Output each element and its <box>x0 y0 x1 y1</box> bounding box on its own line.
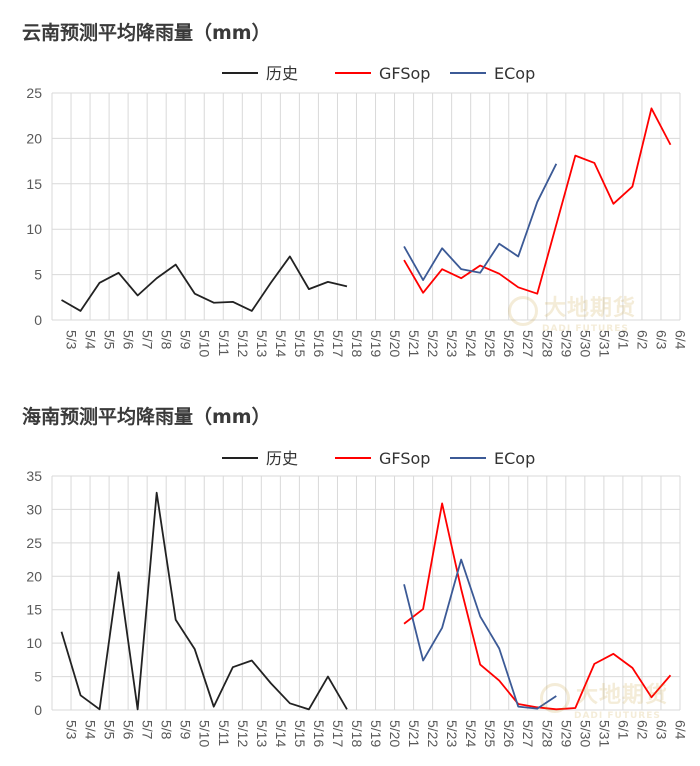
x-tick-label: 5/16 <box>311 720 327 747</box>
y-tick-label: 0 <box>34 312 42 328</box>
x-tick-label: 5/30 <box>577 720 593 747</box>
x-tick-label: 5/20 <box>387 330 403 357</box>
x-tick-label: 5/9 <box>178 330 194 350</box>
legend-label: GFSop <box>379 449 430 468</box>
x-tick-label: 5/7 <box>140 330 156 350</box>
x-tick-label: 5/4 <box>83 720 99 740</box>
y-tick-label: 25 <box>26 85 42 101</box>
x-tick-label: 5/15 <box>292 720 308 747</box>
x-tick-label: 5/18 <box>349 720 365 747</box>
x-tick-label: 5/6 <box>121 720 137 740</box>
series-line-历史 <box>61 255 348 312</box>
series-line-ECop <box>403 558 557 710</box>
y-tick-label: 20 <box>26 568 42 584</box>
series-line-GFSop <box>403 107 672 295</box>
x-tick-label: 5/21 <box>406 720 422 747</box>
series-line-历史 <box>60 491 348 711</box>
x-tick-label: 5/3 <box>64 720 80 740</box>
x-tick-label: 5/17 <box>330 330 346 357</box>
x-tick-label: 6/2 <box>634 330 650 350</box>
x-tick-label: 5/13 <box>254 720 270 747</box>
x-tick-label: 6/1 <box>615 330 631 350</box>
y-tick-label: 5 <box>34 267 42 283</box>
x-tick-label: 5/23 <box>444 330 460 357</box>
x-tick-label: 6/3 <box>653 720 669 740</box>
legend-label: ECop <box>494 64 535 83</box>
x-tick-label: 5/21 <box>406 330 422 357</box>
x-tick-label: 5/26 <box>501 720 517 747</box>
x-tick-label: 5/14 <box>273 330 289 357</box>
x-tick-label: 5/9 <box>178 720 194 740</box>
y-tick-label: 35 <box>26 468 42 484</box>
x-tick-label: 5/3 <box>64 330 80 350</box>
x-tick-label: 5/31 <box>596 330 612 357</box>
y-tick-label: 30 <box>26 501 42 517</box>
x-tick-label: 5/26 <box>501 330 517 357</box>
x-tick-label: 5/19 <box>368 720 384 747</box>
x-tick-label: 5/24 <box>463 720 479 747</box>
x-tick-label: 5/18 <box>349 330 365 357</box>
x-tick-label: 5/12 <box>235 720 251 747</box>
x-tick-label: 5/29 <box>558 330 574 357</box>
legend-label: 历史 <box>266 449 298 468</box>
y-tick-label: 20 <box>26 130 42 146</box>
x-tick-label: 5/27 <box>520 720 536 747</box>
x-tick-label: 5/16 <box>311 330 327 357</box>
x-tick-label: 5/22 <box>425 330 441 357</box>
x-tick-label: 6/4 <box>672 330 688 350</box>
x-tick-label: 5/11 <box>216 720 232 746</box>
x-tick-label: 5/29 <box>558 720 574 747</box>
x-tick-label: 5/7 <box>140 720 156 740</box>
legend-label: GFSop <box>379 64 430 83</box>
x-tick-label: 5/19 <box>368 330 384 357</box>
x-tick-label: 6/4 <box>672 720 688 740</box>
x-tick-label: 5/4 <box>83 330 99 350</box>
x-tick-label: 5/8 <box>159 330 175 350</box>
x-tick-label: 5/23 <box>444 720 460 747</box>
x-tick-label: 5/5 <box>102 720 118 740</box>
x-tick-label: 5/6 <box>121 330 137 350</box>
x-tick-label: 5/10 <box>197 330 213 357</box>
y-tick-label: 10 <box>26 635 42 651</box>
x-tick-label: 5/24 <box>463 330 479 357</box>
y-tick-label: 5 <box>34 669 42 685</box>
x-tick-label: 5/17 <box>330 720 346 747</box>
y-tick-label: 10 <box>26 221 42 237</box>
chart-title-yunnan: 云南预测平均降雨量（mm） <box>22 22 271 44</box>
y-tick-label: 15 <box>26 176 42 192</box>
series-line-GFSop <box>403 502 672 711</box>
x-tick-label: 5/14 <box>273 720 289 747</box>
x-tick-label: 5/25 <box>482 330 498 357</box>
x-tick-label: 5/13 <box>254 330 270 357</box>
y-tick-label: 15 <box>26 602 42 618</box>
x-tick-label: 6/2 <box>634 720 650 740</box>
x-tick-label: 5/31 <box>596 720 612 747</box>
x-tick-label: 5/25 <box>482 720 498 747</box>
x-tick-label: 5/22 <box>425 720 441 747</box>
y-tick-label: 0 <box>34 702 42 718</box>
y-tick-label: 25 <box>26 535 42 551</box>
series-line-ECop <box>403 163 558 281</box>
x-tick-label: 5/30 <box>577 330 593 357</box>
legend-label: ECop <box>494 449 535 468</box>
x-tick-label: 5/11 <box>216 330 232 356</box>
x-tick-label: 5/20 <box>387 720 403 747</box>
x-tick-label: 5/10 <box>197 720 213 747</box>
x-tick-label: 5/15 <box>292 330 308 357</box>
x-tick-label: 5/5 <box>102 330 118 350</box>
x-tick-label: 5/28 <box>539 720 555 747</box>
x-tick-label: 6/1 <box>615 720 631 740</box>
chart-title-hainan: 海南预测平均降雨量（mm） <box>22 406 271 428</box>
x-tick-label: 5/8 <box>159 720 175 740</box>
x-tick-label: 6/3 <box>653 330 669 350</box>
x-tick-label: 5/12 <box>235 330 251 357</box>
x-tick-label: 5/28 <box>539 330 555 357</box>
x-tick-label: 5/27 <box>520 330 536 357</box>
legend-label: 历史 <box>266 64 298 83</box>
